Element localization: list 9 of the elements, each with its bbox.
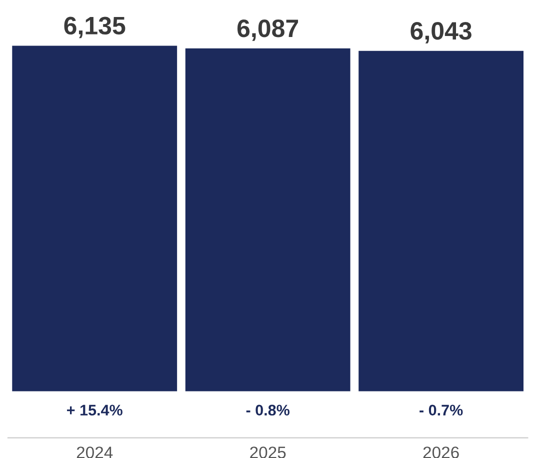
x-tick-label: 2026 (423, 446, 459, 458)
text: - 0.8% (246, 404, 290, 416)
data-label: 6,043 (410, 22, 472, 44)
data-label: 6,087 (237, 20, 298, 41)
text: + 15.4% (67, 404, 122, 416)
x-tick-label: 2025 (250, 446, 286, 458)
data-label: 6,135 (64, 16, 126, 38)
text: - 0.7% (420, 404, 463, 416)
x-tick-label: 2024 (76, 446, 113, 458)
